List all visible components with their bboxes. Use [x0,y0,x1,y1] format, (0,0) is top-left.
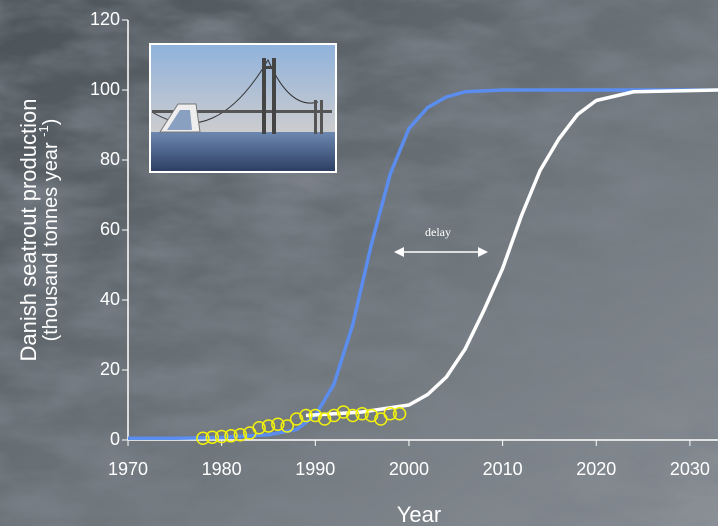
y-tick-label: 40 [100,289,120,309]
annotation: delay [425,225,451,239]
x-tick-label: 2000 [389,459,429,479]
y-axis-label-superscript: -1 [36,125,51,137]
y-axis-label: Danish seatrout production [16,99,41,362]
y-tick-label: 0 [110,429,120,449]
x-axis-label: Year [397,502,441,526]
x-tick-label: 2030 [670,459,710,479]
y-axis-label-part: ) [40,119,62,126]
x-tick-label: 1980 [202,459,242,479]
chart: delay Year Danish seatrout production (t… [0,0,718,526]
y-tick-label: 100 [90,79,120,99]
x-tick-label: 1990 [295,459,335,479]
y-axis-label-part: (thousand tonnes year [40,142,62,341]
y-tick-label: 60 [100,219,120,239]
x-tick-label: 2010 [483,459,523,479]
y-axis-label: (thousand tonnes year -1) [36,119,62,342]
x-tick-label: 2020 [576,459,616,479]
y-tick-label: 120 [90,9,120,29]
x-tick-label: 1970 [108,459,148,479]
y-tick-label: 20 [100,359,120,379]
inset-photo [150,44,336,172]
y-tick-label: 80 [100,149,120,169]
